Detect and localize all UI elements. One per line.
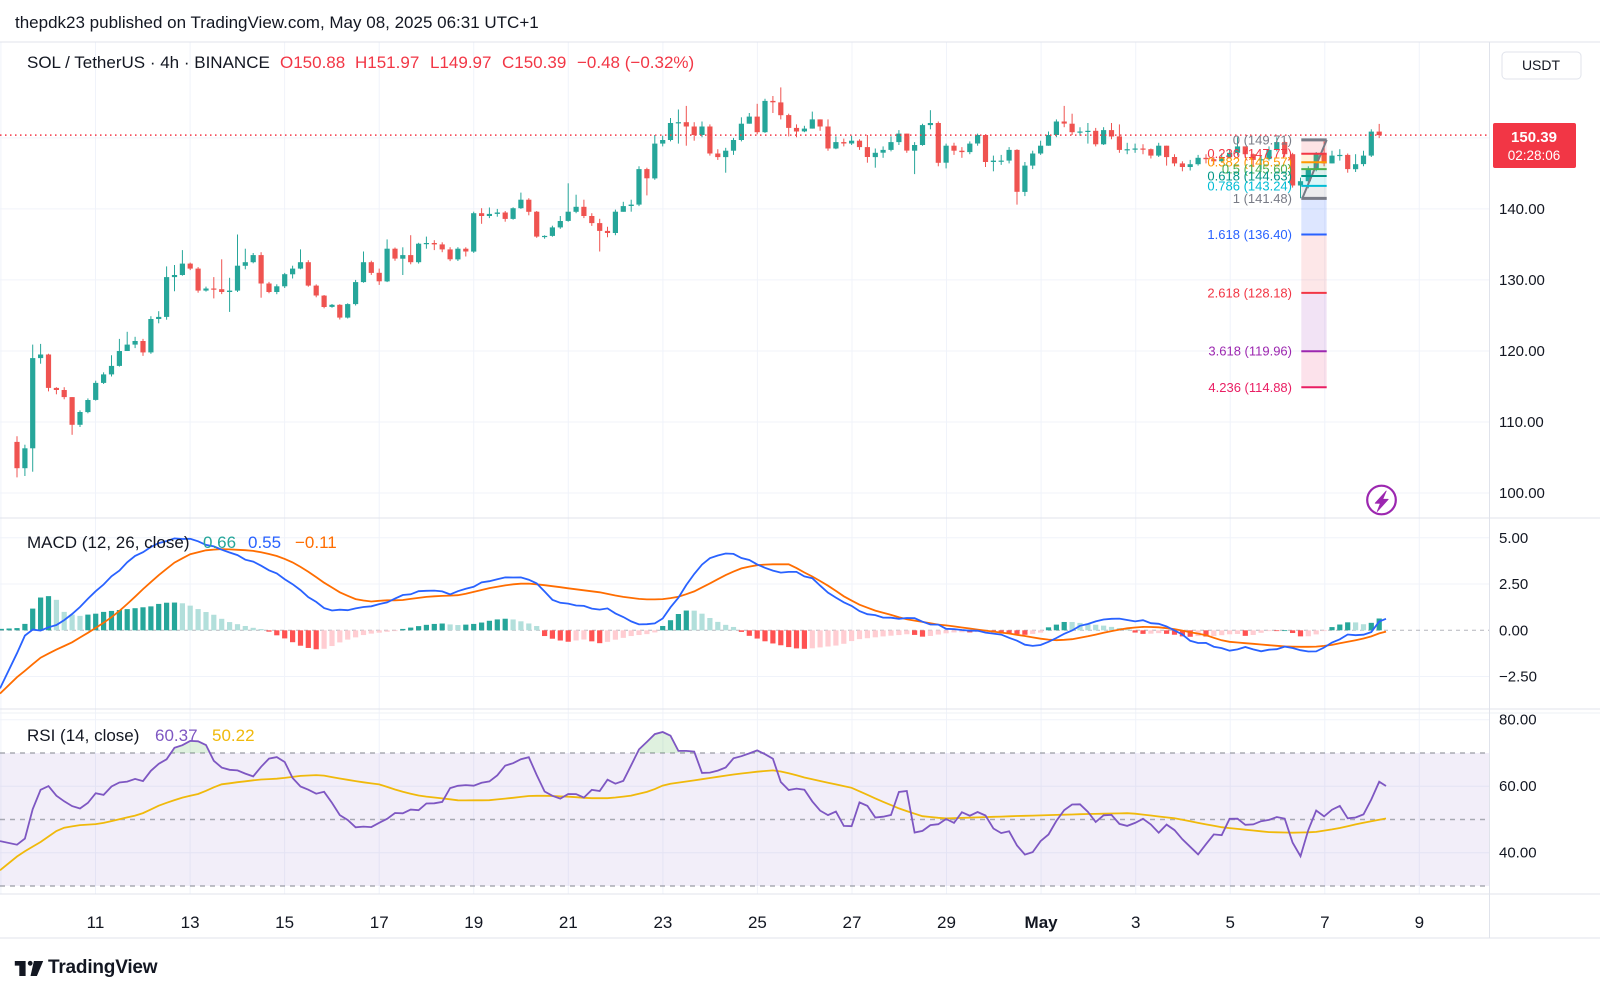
- svg-text:0.382 (146.57): 0.382 (146.57): [1207, 155, 1292, 170]
- svg-text:50.22: 50.22: [212, 726, 255, 745]
- svg-text:0.618 (144.63): 0.618 (144.63): [1207, 169, 1292, 184]
- svg-text:120.00: 120.00: [1499, 343, 1545, 360]
- svg-text:60.37: 60.37: [155, 726, 198, 745]
- svg-text:USDT: USDT: [1522, 57, 1561, 73]
- svg-text:thepdk23 published on TradingV: thepdk23 published on TradingView.com, M…: [15, 13, 539, 32]
- svg-text:11: 11: [87, 913, 105, 932]
- svg-text:02:28:06: 02:28:06: [1508, 148, 1561, 163]
- svg-text:SOL / TetherUS · 4h · BINANCE: SOL / TetherUS · 4h · BINANCE: [27, 53, 270, 72]
- svg-text:100.00: 100.00: [1499, 485, 1545, 502]
- svg-text:−2.50: −2.50: [1499, 669, 1537, 686]
- svg-text:0.55: 0.55: [248, 533, 281, 552]
- svg-text:TradingView: TradingView: [48, 957, 158, 978]
- svg-text:17: 17: [370, 913, 389, 932]
- svg-text:5.00: 5.00: [1499, 530, 1528, 547]
- svg-text:40.00: 40.00: [1499, 845, 1537, 862]
- svg-text:7: 7: [1320, 913, 1329, 932]
- svg-text:2.50: 2.50: [1499, 576, 1528, 593]
- svg-text:0.00: 0.00: [1499, 622, 1528, 639]
- svg-text:L149.97: L149.97: [430, 53, 491, 72]
- svg-text:3: 3: [1131, 913, 1140, 932]
- svg-text:27: 27: [843, 913, 862, 932]
- svg-text:150.39: 150.39: [1511, 129, 1557, 146]
- svg-text:C150.39: C150.39: [502, 53, 566, 72]
- svg-text:0.5 (145.60): 0.5 (145.60): [1222, 162, 1292, 177]
- svg-text:O150.88: O150.88: [280, 53, 345, 72]
- svg-text:13: 13: [181, 913, 200, 932]
- svg-text:110.00: 110.00: [1499, 414, 1544, 431]
- svg-text:5: 5: [1225, 913, 1234, 932]
- svg-text:9: 9: [1415, 913, 1424, 932]
- svg-text:−0.11: −0.11: [295, 533, 337, 552]
- svg-text:60.00: 60.00: [1499, 778, 1537, 795]
- svg-text:H151.97: H151.97: [355, 53, 419, 72]
- svg-text:1.618 (136.40): 1.618 (136.40): [1207, 227, 1292, 242]
- svg-text:15: 15: [275, 913, 294, 932]
- svg-text:130.00: 130.00: [1499, 272, 1545, 289]
- svg-text:29: 29: [937, 913, 956, 932]
- svg-text:3.618 (119.96): 3.618 (119.96): [1208, 344, 1292, 359]
- svg-text:4.236 (114.88): 4.236 (114.88): [1208, 380, 1292, 395]
- svg-text:RSI (14, close): RSI (14, close): [27, 726, 139, 745]
- svg-text:21: 21: [559, 913, 578, 932]
- svg-text:0.236 (147.77): 0.236 (147.77): [1207, 146, 1292, 161]
- svg-text:2.618 (128.18): 2.618 (128.18): [1207, 285, 1292, 300]
- svg-text:0.66: 0.66: [203, 533, 236, 552]
- svg-text:May: May: [1025, 913, 1059, 932]
- svg-text:19: 19: [464, 913, 483, 932]
- svg-text:0.786 (143.24): 0.786 (143.24): [1207, 178, 1292, 193]
- svg-text:MACD (12, 26, close): MACD (12, 26, close): [27, 533, 190, 552]
- svg-text:−0.48 (−0.32%): −0.48 (−0.32%): [577, 53, 694, 72]
- svg-text:25: 25: [748, 913, 767, 932]
- svg-text:0 (149.71): 0 (149.71): [1233, 132, 1292, 147]
- svg-text:1 (141.48): 1 (141.48): [1233, 191, 1292, 206]
- svg-text:23: 23: [653, 913, 672, 932]
- svg-text:80.00: 80.00: [1499, 712, 1537, 729]
- svg-text:140.00: 140.00: [1499, 201, 1545, 218]
